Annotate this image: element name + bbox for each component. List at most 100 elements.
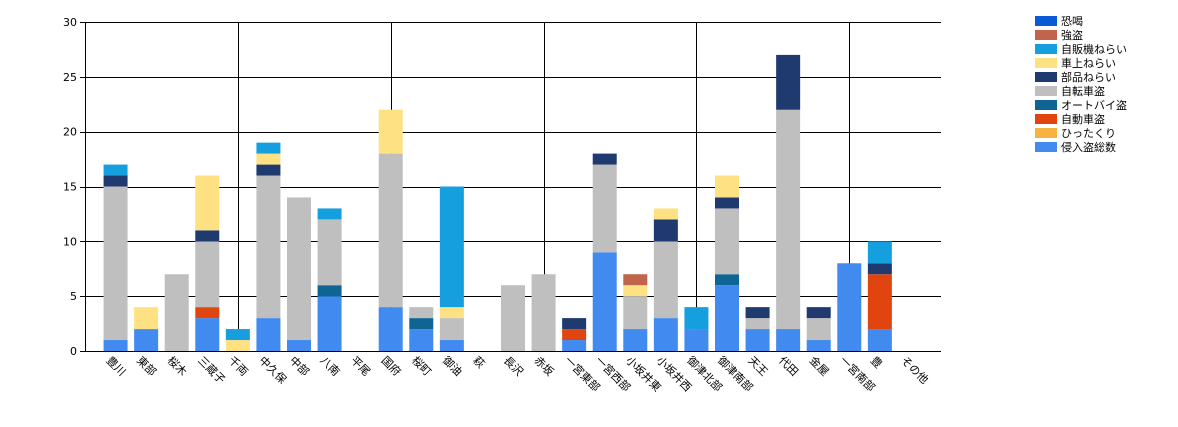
bar-segment <box>623 296 648 330</box>
x-tick-label: 長沢 <box>501 353 526 378</box>
y-axis-tick-labels: 0 5 10 15 20 25 30 <box>63 16 77 358</box>
bar-segment <box>776 54 801 110</box>
legend-label: 車上ねらい <box>1061 56 1116 70</box>
y-tick-label: 5 <box>70 290 77 303</box>
bar-segment <box>256 318 281 351</box>
legend-label: 自販機ねらい <box>1061 42 1127 56</box>
legend-swatch <box>1035 44 1057 54</box>
bar-segment <box>103 340 128 351</box>
bar-segment <box>592 164 617 253</box>
axes <box>80 22 941 352</box>
x-tick-label: 千両 <box>226 354 251 379</box>
bar-segment <box>409 318 434 330</box>
x-tick-label: その他 <box>898 354 931 387</box>
bar-segment <box>867 241 892 264</box>
legend-swatch <box>1035 16 1057 26</box>
y-tick-label: 30 <box>63 16 77 29</box>
bar-segment <box>745 329 770 351</box>
bar-segment <box>776 329 801 351</box>
bar-segment <box>256 142 281 154</box>
bar-segment <box>439 340 464 351</box>
bar-segment <box>531 274 556 351</box>
bar-segment <box>256 153 281 165</box>
legend-label: 恐喝 <box>1061 15 1083 28</box>
bar-segment <box>225 329 250 341</box>
bar-segment <box>592 153 617 165</box>
legend-swatch <box>1035 142 1057 152</box>
bar-segment <box>715 274 739 286</box>
legend-swatch <box>1035 128 1057 138</box>
x-tick-label: 八南 <box>317 354 342 379</box>
bar-segment <box>562 329 587 341</box>
bar-segment <box>653 241 678 319</box>
bar-segment <box>439 307 464 319</box>
bar-segment <box>867 263 892 275</box>
legend-swatch <box>1035 30 1057 40</box>
legend-label: 部品ねらい <box>1061 70 1116 84</box>
x-tick-label: 平尾 <box>348 354 373 379</box>
bar-segment <box>317 296 342 351</box>
x-tick-label: 桜町 <box>409 353 434 378</box>
y-tick-label: 25 <box>63 71 77 84</box>
legend-swatch <box>1035 86 1057 96</box>
bar-segment <box>409 329 434 351</box>
bar-segment <box>134 307 159 330</box>
bar-segment <box>501 285 525 351</box>
bar-segment <box>623 274 648 286</box>
y-tick-label: 15 <box>63 181 77 194</box>
x-tick-label: 豊川 <box>103 354 128 379</box>
bar-segment <box>745 307 770 319</box>
legend-label: 自動車盗 <box>1061 112 1105 126</box>
bar-segment <box>439 318 464 341</box>
bar-segment <box>684 307 709 330</box>
x-tick-label: 天王 <box>745 354 770 379</box>
x-tick-label: 金屋 <box>807 353 832 378</box>
x-tick-label: 東部 <box>134 353 159 378</box>
bar-segment <box>562 340 587 351</box>
bar-segment <box>317 208 342 220</box>
bar-segment <box>378 153 403 308</box>
bar-segment <box>715 175 739 198</box>
bar-segment <box>653 208 678 220</box>
y-tick-label: 20 <box>63 126 77 139</box>
x-tick-label: 桜木 <box>165 353 190 378</box>
legend-swatch <box>1035 72 1057 82</box>
legend-swatch <box>1035 100 1057 110</box>
bar-segment <box>653 219 678 242</box>
bar-segment <box>745 318 770 330</box>
bar-segment <box>623 285 648 297</box>
bar-segment <box>592 252 617 351</box>
legend-label: ひったくり <box>1061 127 1116 140</box>
legend-label: オートバイ盗 <box>1061 99 1127 112</box>
y-tick-label: 10 <box>63 235 77 248</box>
bar-stacks <box>103 54 892 351</box>
bar-segment <box>103 186 128 341</box>
bar-segment <box>195 307 220 319</box>
bar-segment <box>867 329 892 351</box>
bar-segment <box>287 340 311 351</box>
legend-label: 強盗 <box>1061 29 1083 42</box>
bar-segment <box>317 219 342 286</box>
x-tick-label: 御油 <box>440 353 465 378</box>
legend-swatch <box>1035 114 1057 124</box>
x-axis-tick-labels: 豊川 東部 桜木 三蔵子千両 中久保中部 八南 平尾 国府 桜町 御油萩長沢 赤坂 一宮東部一宮西部小… <box>103 353 930 394</box>
bar-segment <box>134 329 159 351</box>
bar-segment <box>715 197 739 209</box>
bar-segment <box>378 109 403 154</box>
legend-label: 侵入盗総数 <box>1061 140 1116 154</box>
bar-segment <box>684 329 709 351</box>
bar-segment <box>837 263 862 351</box>
bar-segment <box>653 318 678 351</box>
bar-segment <box>806 307 831 319</box>
x-tick-label: 豊 <box>868 354 885 371</box>
x-tick-label: 赤坂 <box>531 354 556 379</box>
y-tick-label: 0 <box>70 345 77 358</box>
bar-segment <box>195 318 220 351</box>
bar-segment <box>195 175 220 231</box>
bar-segment <box>776 109 801 330</box>
bar-segment <box>225 340 250 351</box>
x-tick-label: 中部 <box>287 353 312 378</box>
bar-segment <box>317 285 342 297</box>
legend: 恐喝強盗自販機ねらい車上ねらい部品ねらい自転車盗オートバイ盗自動車盗ひったくり侵… <box>1035 15 1127 154</box>
bar-segment <box>378 307 403 351</box>
